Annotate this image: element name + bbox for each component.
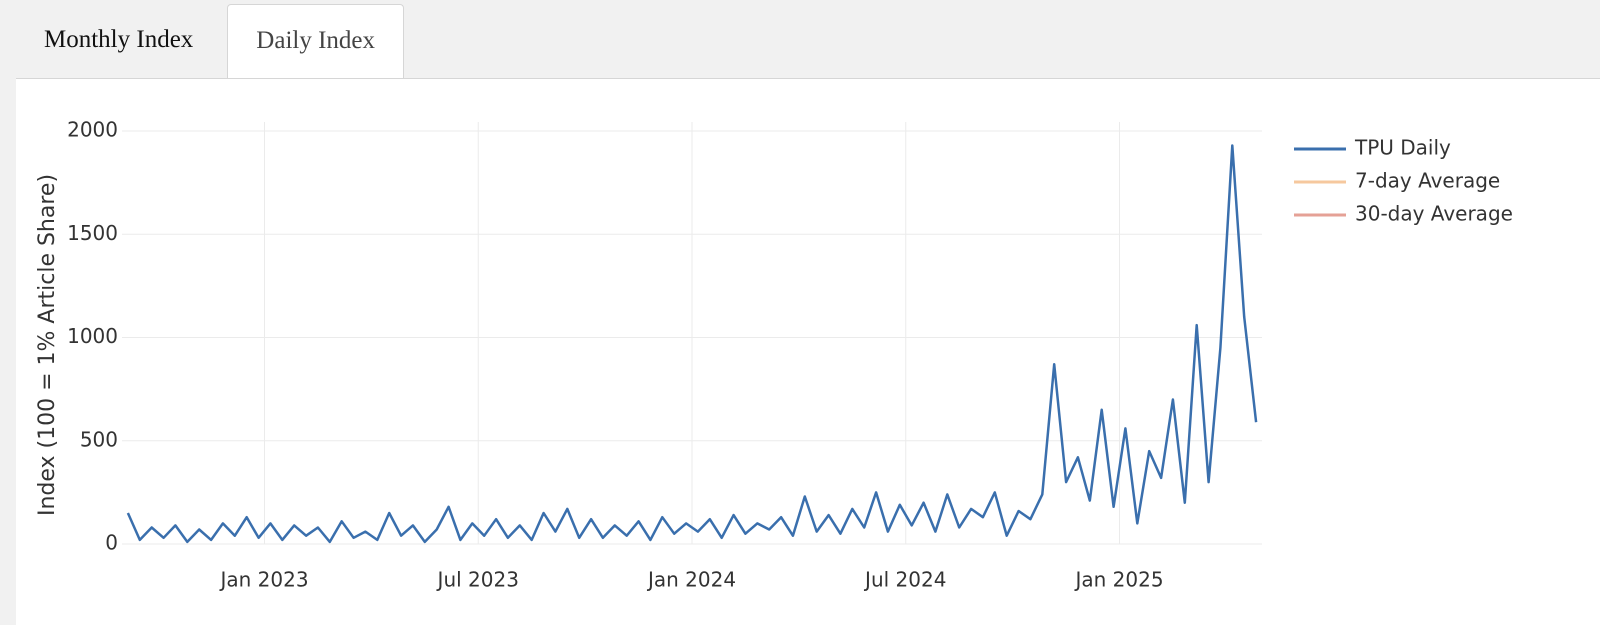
data-line <box>126 144 1258 544</box>
tab-active[interactable]: Daily Index <box>227 4 405 78</box>
y-tick-label: 0 <box>105 531 118 555</box>
legend-label[interactable]: 30-day Average <box>1355 202 1513 226</box>
y-axis-title: Index (100 = 1% Article Share) <box>35 174 60 516</box>
panel <box>16 78 1600 625</box>
y-tick-label: 1000 <box>67 324 118 348</box>
y-tick-label: 2000 <box>67 118 118 142</box>
y-tick-label: 1500 <box>67 221 118 245</box>
tab[interactable]: Monthly Index <box>44 26 194 53</box>
x-tick-label: Jan 2025 <box>1073 568 1163 592</box>
x-tick-label: Jul 2023 <box>436 568 519 592</box>
y-tick-label: 500 <box>80 427 118 451</box>
x-tick-label: Jan 2024 <box>646 568 736 592</box>
tab-bar: Monthly Index Daily Index <box>16 4 405 78</box>
legend-label[interactable]: 7-day Average <box>1355 169 1500 193</box>
x-tick-label: Jan 2023 <box>218 568 308 592</box>
legend-label[interactable]: TPU Daily <box>1354 136 1451 160</box>
x-tick-label: Jul 2024 <box>863 568 946 592</box>
